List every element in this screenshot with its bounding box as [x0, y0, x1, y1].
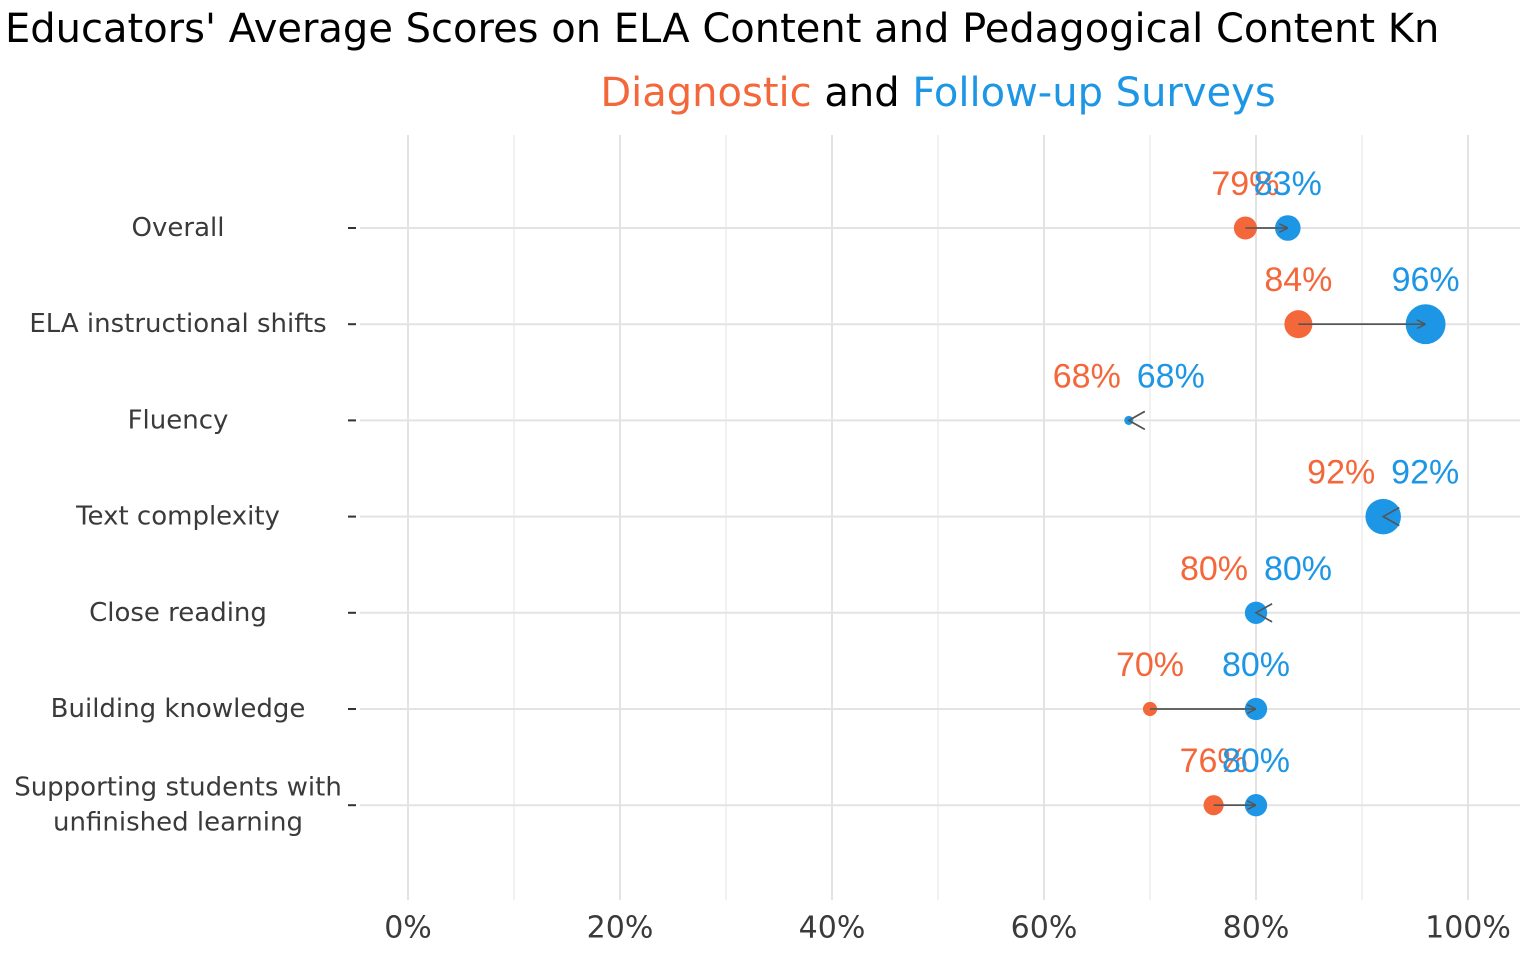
data-labels: 79%83%84% 96%68% 68%92% 92%80% 80%70% 80%76%8… — [1053, 165, 1460, 780]
followup-value-label: 96% — [1392, 261, 1460, 299]
y-axis-label: unfinished learning — [53, 808, 303, 838]
followup-dot — [1405, 304, 1446, 345]
x-tick-label: 100% — [1425, 911, 1511, 946]
followup-value-label: 68% — [1137, 357, 1205, 395]
y-axis-label: Supporting students with — [14, 773, 342, 803]
x-tick-label: 40% — [799, 911, 866, 946]
diagnostic-value-label: 79% — [1211, 165, 1279, 203]
no-change-chevron-overlay — [1127, 410, 1146, 431]
chart-title: Educators' Average Scores on ELA Content… — [5, 6, 1440, 52]
y-axis-label: Close reading — [89, 598, 267, 628]
diagnostic-value-label: 76% — [1180, 742, 1248, 780]
diagnostic-value-label: 92% — [1307, 454, 1375, 492]
subtitle-connector: and — [811, 70, 913, 116]
subtitle-diagnostic: Diagnostic — [600, 70, 812, 116]
diagnostic-value-label: 84% — [1264, 261, 1332, 299]
diagnostic-value-label: 80% — [1180, 550, 1248, 588]
grid-lines — [360, 135, 1520, 900]
no-change-chevron-overlay — [1254, 603, 1273, 623]
followup-value-label: 80% — [1222, 742, 1290, 780]
diagnostic-dot — [1233, 216, 1257, 240]
diagnostic-dot — [1203, 795, 1224, 816]
diagnostic-value-label: 68% — [1053, 357, 1121, 395]
followup-value-label: 80% — [1264, 550, 1332, 588]
followup-value-label: 80% — [1222, 646, 1290, 684]
subtitle-followup: Follow-up Surveys — [912, 70, 1276, 116]
followup-value-label: 92% — [1391, 454, 1459, 492]
y-axis-label: Text complexity — [75, 502, 280, 532]
x-tick-label: 0% — [384, 911, 432, 946]
x-tick-label: 60% — [1011, 911, 1078, 946]
no-change-chevron-overlay — [1381, 506, 1400, 527]
x-axis-labels: 0% 20% 40% 60% 80% 100% — [384, 911, 1511, 946]
diagnostic-value-label: 70% — [1116, 646, 1184, 684]
y-axis-label: Overall — [132, 213, 225, 243]
y-axis-label: Building knowledge — [51, 694, 306, 724]
x-tick-label: 80% — [1223, 911, 1290, 946]
x-tick-label: 20% — [587, 911, 654, 946]
chart-subtitle: Diagnostic and Follow-up Surveys — [0, 70, 1536, 116]
followup-value-label: 83% — [1254, 165, 1322, 203]
data-marks — [1124, 215, 1446, 817]
y-axis-label: ELA instructional shifts — [29, 309, 326, 339]
y-axis-labels: Overall ELA instructional shifts Fluency Te… — [14, 213, 356, 838]
y-axis-label: Fluency — [128, 405, 229, 435]
